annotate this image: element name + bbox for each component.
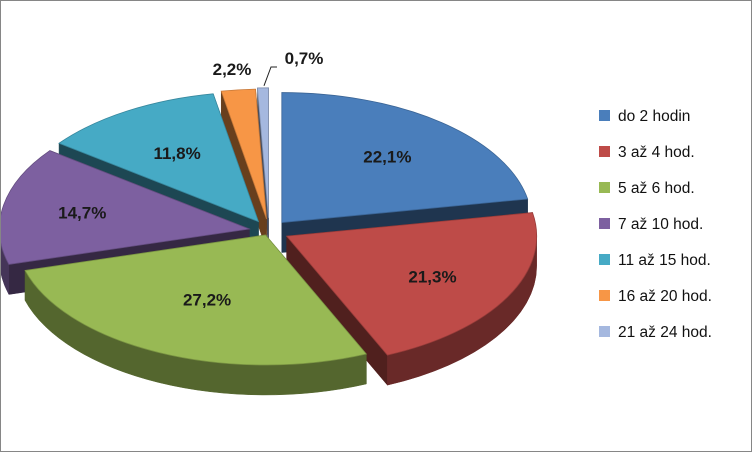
data-label: 21,3%	[408, 267, 456, 286]
legend-label: 11 až 15 hod.	[618, 252, 711, 269]
legend-label: 7 až 10 hod.	[618, 216, 703, 233]
pie-slices	[1, 87, 538, 396]
legend-item: 3 až 4 hod.	[599, 144, 695, 161]
legend-swatch	[599, 218, 610, 229]
legend-item: 21 až 24 hod.	[599, 324, 712, 341]
legend-label: 21 až 24 hod.	[618, 324, 712, 341]
leader-line	[263, 66, 277, 87]
legend-item: 5 až 6 hod.	[599, 180, 695, 197]
legend-swatch	[599, 146, 610, 157]
legend-swatch	[599, 326, 610, 337]
legend-swatch	[599, 110, 610, 121]
pie-slice	[220, 88, 267, 250]
legend-label: 3 až 4 hod.	[618, 144, 695, 161]
legend-swatch	[599, 290, 610, 301]
data-label: 22,1%	[363, 148, 411, 167]
pie-slice	[24, 234, 368, 396]
legend-item: 7 až 10 hod.	[599, 216, 703, 233]
legend-item: 11 až 15 hod.	[599, 252, 711, 269]
legend-label: 5 až 6 hod.	[618, 180, 695, 197]
data-label: 0,7%	[285, 49, 324, 68]
legend-swatch	[599, 254, 610, 265]
legend-label: do 2 hodin	[618, 108, 690, 125]
data-labels: 22,1% 21,3% 27,2% 14,7% 11,8% 2,2% 0,7%	[58, 49, 456, 310]
legend-swatch	[599, 182, 610, 193]
data-label: 14,7%	[58, 204, 106, 223]
legend: do 2 hodin 3 až 4 hod. 5 až 6 hod. 7 až 10 …	[599, 108, 712, 341]
legend-item: 16 až 20 hod.	[599, 288, 712, 305]
data-label: 27,2%	[183, 291, 231, 310]
legend-item: do 2 hodin	[599, 108, 690, 125]
legend-label: 16 až 20 hod.	[618, 288, 712, 305]
data-label: 11,8%	[153, 144, 200, 163]
pie-slice	[285, 212, 538, 386]
data-label: 2,2%	[213, 60, 252, 79]
